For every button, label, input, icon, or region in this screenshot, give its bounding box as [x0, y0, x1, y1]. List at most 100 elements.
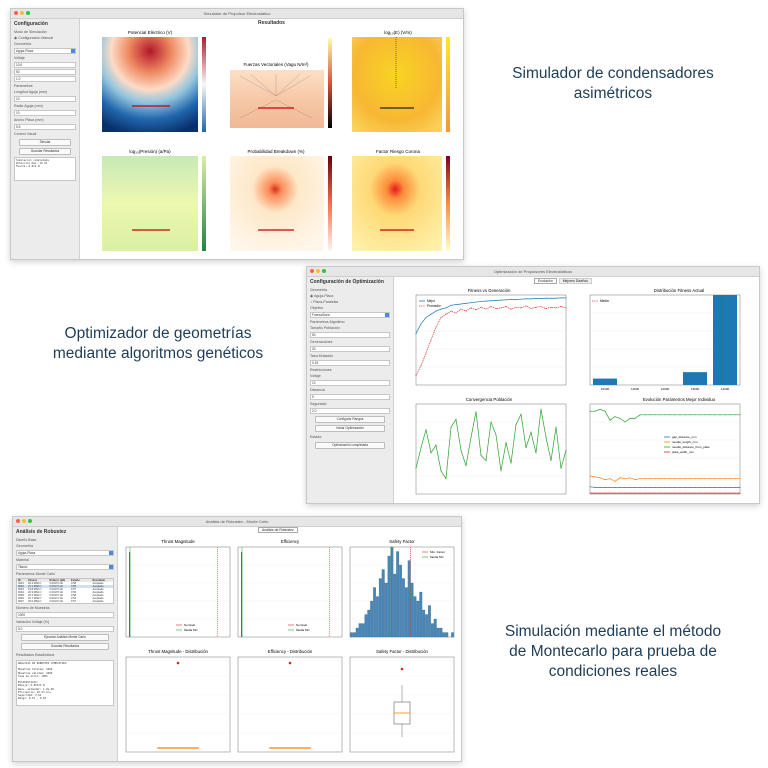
data-point — [430, 452, 432, 454]
plate-width-field[interactable]: 5.5 — [14, 124, 76, 130]
tick-label: 14000 — [721, 387, 730, 391]
panel-title: Análisis de Robustez — [16, 529, 67, 535]
radio-needle-plate[interactable]: ◉ Aguja-Placa — [310, 294, 334, 298]
tab-evolution[interactable]: Evolución — [534, 278, 557, 284]
data-point — [475, 301, 477, 303]
simulate-button[interactable]: Simular — [19, 139, 71, 146]
close-icon[interactable] — [16, 519, 20, 523]
legend-dist: Media — [592, 299, 609, 303]
data-point — [714, 414, 716, 416]
visual-control-label: Control Visual — [14, 132, 37, 136]
tab-robustness[interactable]: Análisis de Robustez — [258, 527, 298, 533]
distance-field[interactable]: 50 — [14, 69, 76, 75]
data-point — [624, 486, 626, 488]
voltage-field[interactable]: 10.0 — [14, 62, 76, 68]
data-point — [659, 486, 661, 488]
population-label: Tamaño Población — [310, 326, 340, 330]
data-point — [679, 478, 681, 480]
table-row[interactable]: 0003 19.8 MN/m³ 0.00173 Gb 0.57 Aceptado — [17, 588, 113, 591]
force-vectors — [239, 73, 313, 119]
data-point — [515, 299, 517, 300]
table-cell: Aceptado — [92, 600, 104, 603]
start-optimization-button[interactable]: Iniciar Optimización — [315, 425, 385, 432]
mode-radio[interactable]: ◉ Configuración Manual — [14, 36, 54, 40]
status-button[interactable]: Optimización completada — [315, 442, 385, 449]
window-title: Análisis de Robustez - Monte Carlo — [205, 519, 269, 524]
data-point — [520, 307, 522, 309]
export-button[interactable]: Guardar Resultados — [21, 643, 109, 650]
data-point — [505, 306, 507, 308]
bar — [416, 600, 420, 638]
table-row[interactable]: 0005 20.2 MN/m³ 0.00172 Gb 0.58 Aceptado — [17, 594, 113, 597]
chart-title: Fitness vs Generación — [468, 288, 511, 293]
radio-parallel-plates[interactable]: ○ Placa-Paralelas — [310, 300, 339, 304]
configure-ranges-button[interactable]: Configurar Rangos — [315, 416, 385, 423]
objective-select[interactable]: Fuerza/Área — [310, 312, 390, 318]
minimize-icon[interactable] — [316, 269, 320, 273]
data-point — [460, 449, 462, 451]
data-point — [674, 478, 676, 480]
mutation-field[interactable]: 0.15 — [310, 360, 390, 366]
colorbar — [202, 37, 206, 132]
data-point — [594, 492, 596, 494]
data-point — [729, 486, 731, 488]
montecarlo-charts: Thrust Magnitude Efficiency Safety Facto… — [125, 539, 455, 753]
table-row[interactable]: 0004 20.9 MN/m³ 0.00170 Gb 0.56 Aceptado — [17, 591, 113, 594]
tab-best-designs[interactable]: Mejores Diseños — [558, 278, 592, 284]
minimize-icon[interactable] — [22, 519, 26, 523]
minimize-icon[interactable] — [20, 11, 24, 15]
mc-params-label: Parámetros Monte Carlo — [16, 572, 56, 576]
resolution-field[interactable]: 1.0 — [14, 76, 76, 82]
geometry-select[interactable]: Aguja-Placa — [16, 550, 114, 556]
table-row[interactable]: 0002 21.1 MN/m³ 0.00171 Gb 0.55 Aceptado — [17, 585, 113, 588]
maximize-icon[interactable] — [322, 269, 326, 273]
run-montecarlo-button[interactable]: Ejecutar Análisis Monte Carlo — [21, 634, 109, 641]
data-point — [624, 421, 626, 423]
table-row[interactable]: 0001 20.4 MN/m³ 0.00172 Gb 0.58 Aceptado — [17, 582, 113, 585]
export-button[interactable]: Guardar Resultados — [19, 148, 71, 155]
voltage-var-field[interactable]: 5.0 — [16, 626, 114, 632]
data-point — [669, 492, 671, 494]
geometry-select[interactable]: Aguja-Placa — [14, 48, 76, 54]
chart-title: Safety Factor - Distribución — [376, 649, 428, 654]
data-point — [545, 297, 547, 299]
data-point — [455, 312, 457, 314]
data-point — [480, 454, 482, 456]
needle-length-field[interactable]: 10 — [14, 96, 76, 102]
material-select[interactable]: Titanio — [16, 564, 114, 570]
chart-title: Distribución Fitness Actual — [654, 288, 704, 293]
safety-field[interactable]: 2.0 — [310, 408, 390, 414]
data-point — [674, 414, 676, 416]
table-row[interactable]: 0006 20.7 MN/m³ 0.00171 Gb 0.54 Aceptado — [17, 597, 113, 600]
data-point — [594, 410, 596, 412]
plot-title-breakdown: Probabilidad Breakdown (%) — [247, 149, 305, 154]
data-point — [495, 308, 497, 309]
distance-field[interactable]: 5 — [310, 394, 390, 400]
close-icon[interactable] — [14, 11, 18, 15]
samples-field[interactable]: 1000 — [16, 612, 114, 618]
population-field[interactable]: 50 — [310, 332, 390, 338]
breakdown-heatmap — [230, 156, 324, 251]
series-line — [415, 409, 567, 480]
needle-radius-field[interactable]: 10 — [14, 110, 76, 116]
data-point — [500, 470, 502, 472]
data-point — [704, 414, 706, 416]
generations-field[interactable]: 30 — [310, 346, 390, 352]
data-point — [649, 486, 651, 488]
data-point — [664, 492, 666, 494]
data-point — [659, 478, 661, 480]
maximize-icon[interactable] — [28, 519, 32, 523]
data-point — [470, 436, 472, 438]
data-point — [589, 486, 591, 488]
data-point — [644, 478, 646, 480]
data-point — [629, 477, 631, 479]
bar — [433, 618, 437, 638]
data-point — [500, 307, 502, 309]
safety-label: Seguridad — [310, 402, 327, 406]
table-cell: 0006 — [18, 597, 24, 600]
voltage-field[interactable]: 10 — [310, 380, 390, 386]
table-row[interactable]: 0007 20.0 MN/m³ 0.00172 Gb 0.57 Aceptado — [17, 600, 113, 603]
data-point — [594, 476, 596, 478]
maximize-icon[interactable] — [26, 11, 30, 15]
close-icon[interactable] — [310, 269, 314, 273]
